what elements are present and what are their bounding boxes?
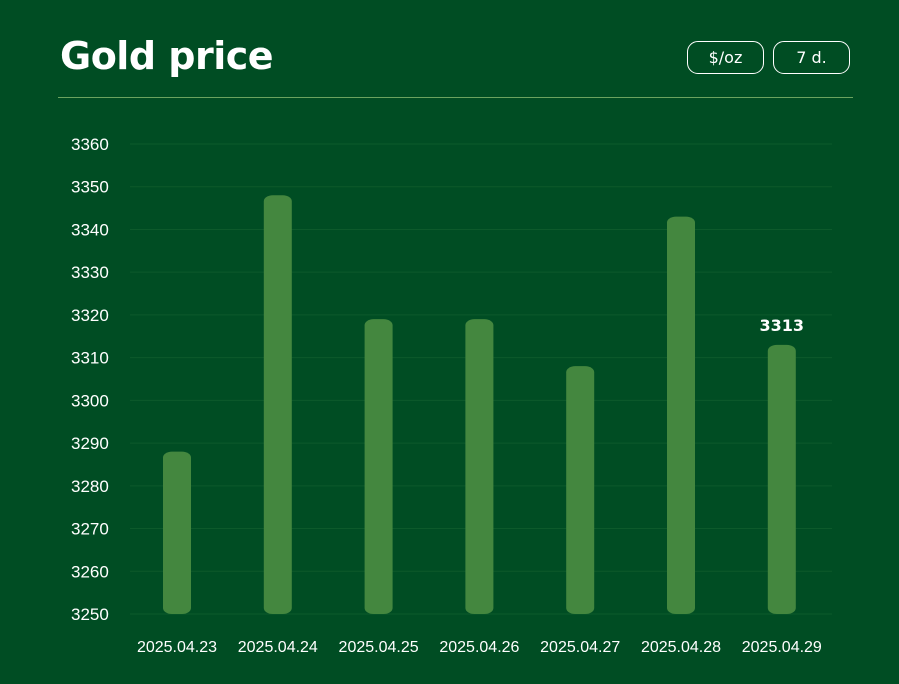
- unit-toggle-button[interactable]: $/oz: [687, 41, 764, 74]
- page-title: Gold price: [60, 34, 274, 78]
- bar[interactable]: [566, 366, 595, 614]
- y-tick-label: 3360: [71, 135, 109, 154]
- x-axis-ticks: 2025.04.23 2025.04.24 2025.04.25 2025.04.26…: [137, 639, 822, 656]
- y-tick-label: 3350: [71, 178, 109, 197]
- y-tick-label: 3310: [71, 349, 109, 368]
- grid-lines: [130, 143, 832, 615]
- x-tick-label: 2025.04.24: [238, 639, 318, 656]
- x-tick-label: 2025.04.29: [742, 639, 822, 656]
- data-labels: 3313: [760, 316, 805, 335]
- header-divider: [58, 97, 853, 98]
- bars: [163, 195, 796, 615]
- bar[interactable]: [364, 319, 393, 614]
- bar[interactable]: [163, 451, 191, 614]
- x-tick-label: 2025.04.23: [137, 639, 217, 656]
- y-tick-label: 3340: [71, 220, 109, 239]
- y-tick-label: 3250: [71, 605, 109, 624]
- bar[interactable]: [667, 216, 695, 615]
- data-label: 3313: [760, 316, 805, 335]
- bar[interactable]: [263, 195, 292, 615]
- x-tick-label: 2025.04.28: [641, 639, 721, 656]
- range-toggle-button[interactable]: 7 d.: [773, 41, 850, 74]
- y-tick-label: 3270: [71, 520, 109, 539]
- y-tick-label: 3260: [71, 562, 109, 581]
- bar[interactable]: [465, 319, 494, 614]
- bar[interactable]: [767, 344, 796, 614]
- y-tick-label: 3300: [71, 391, 109, 410]
- x-tick-label: 2025.04.27: [540, 639, 620, 656]
- x-tick-label: 2025.04.25: [339, 639, 419, 656]
- y-tick-label: 3280: [71, 477, 109, 496]
- y-tick-label: 3290: [71, 434, 109, 453]
- y-axis-ticks: 3360 3350 3340 3330 3320 3310 3300 3290 3280 3270…: [71, 135, 109, 624]
- y-tick-label: 3330: [71, 263, 109, 282]
- x-tick-label: 2025.04.26: [439, 639, 519, 656]
- y-tick-label: 3320: [71, 306, 109, 325]
